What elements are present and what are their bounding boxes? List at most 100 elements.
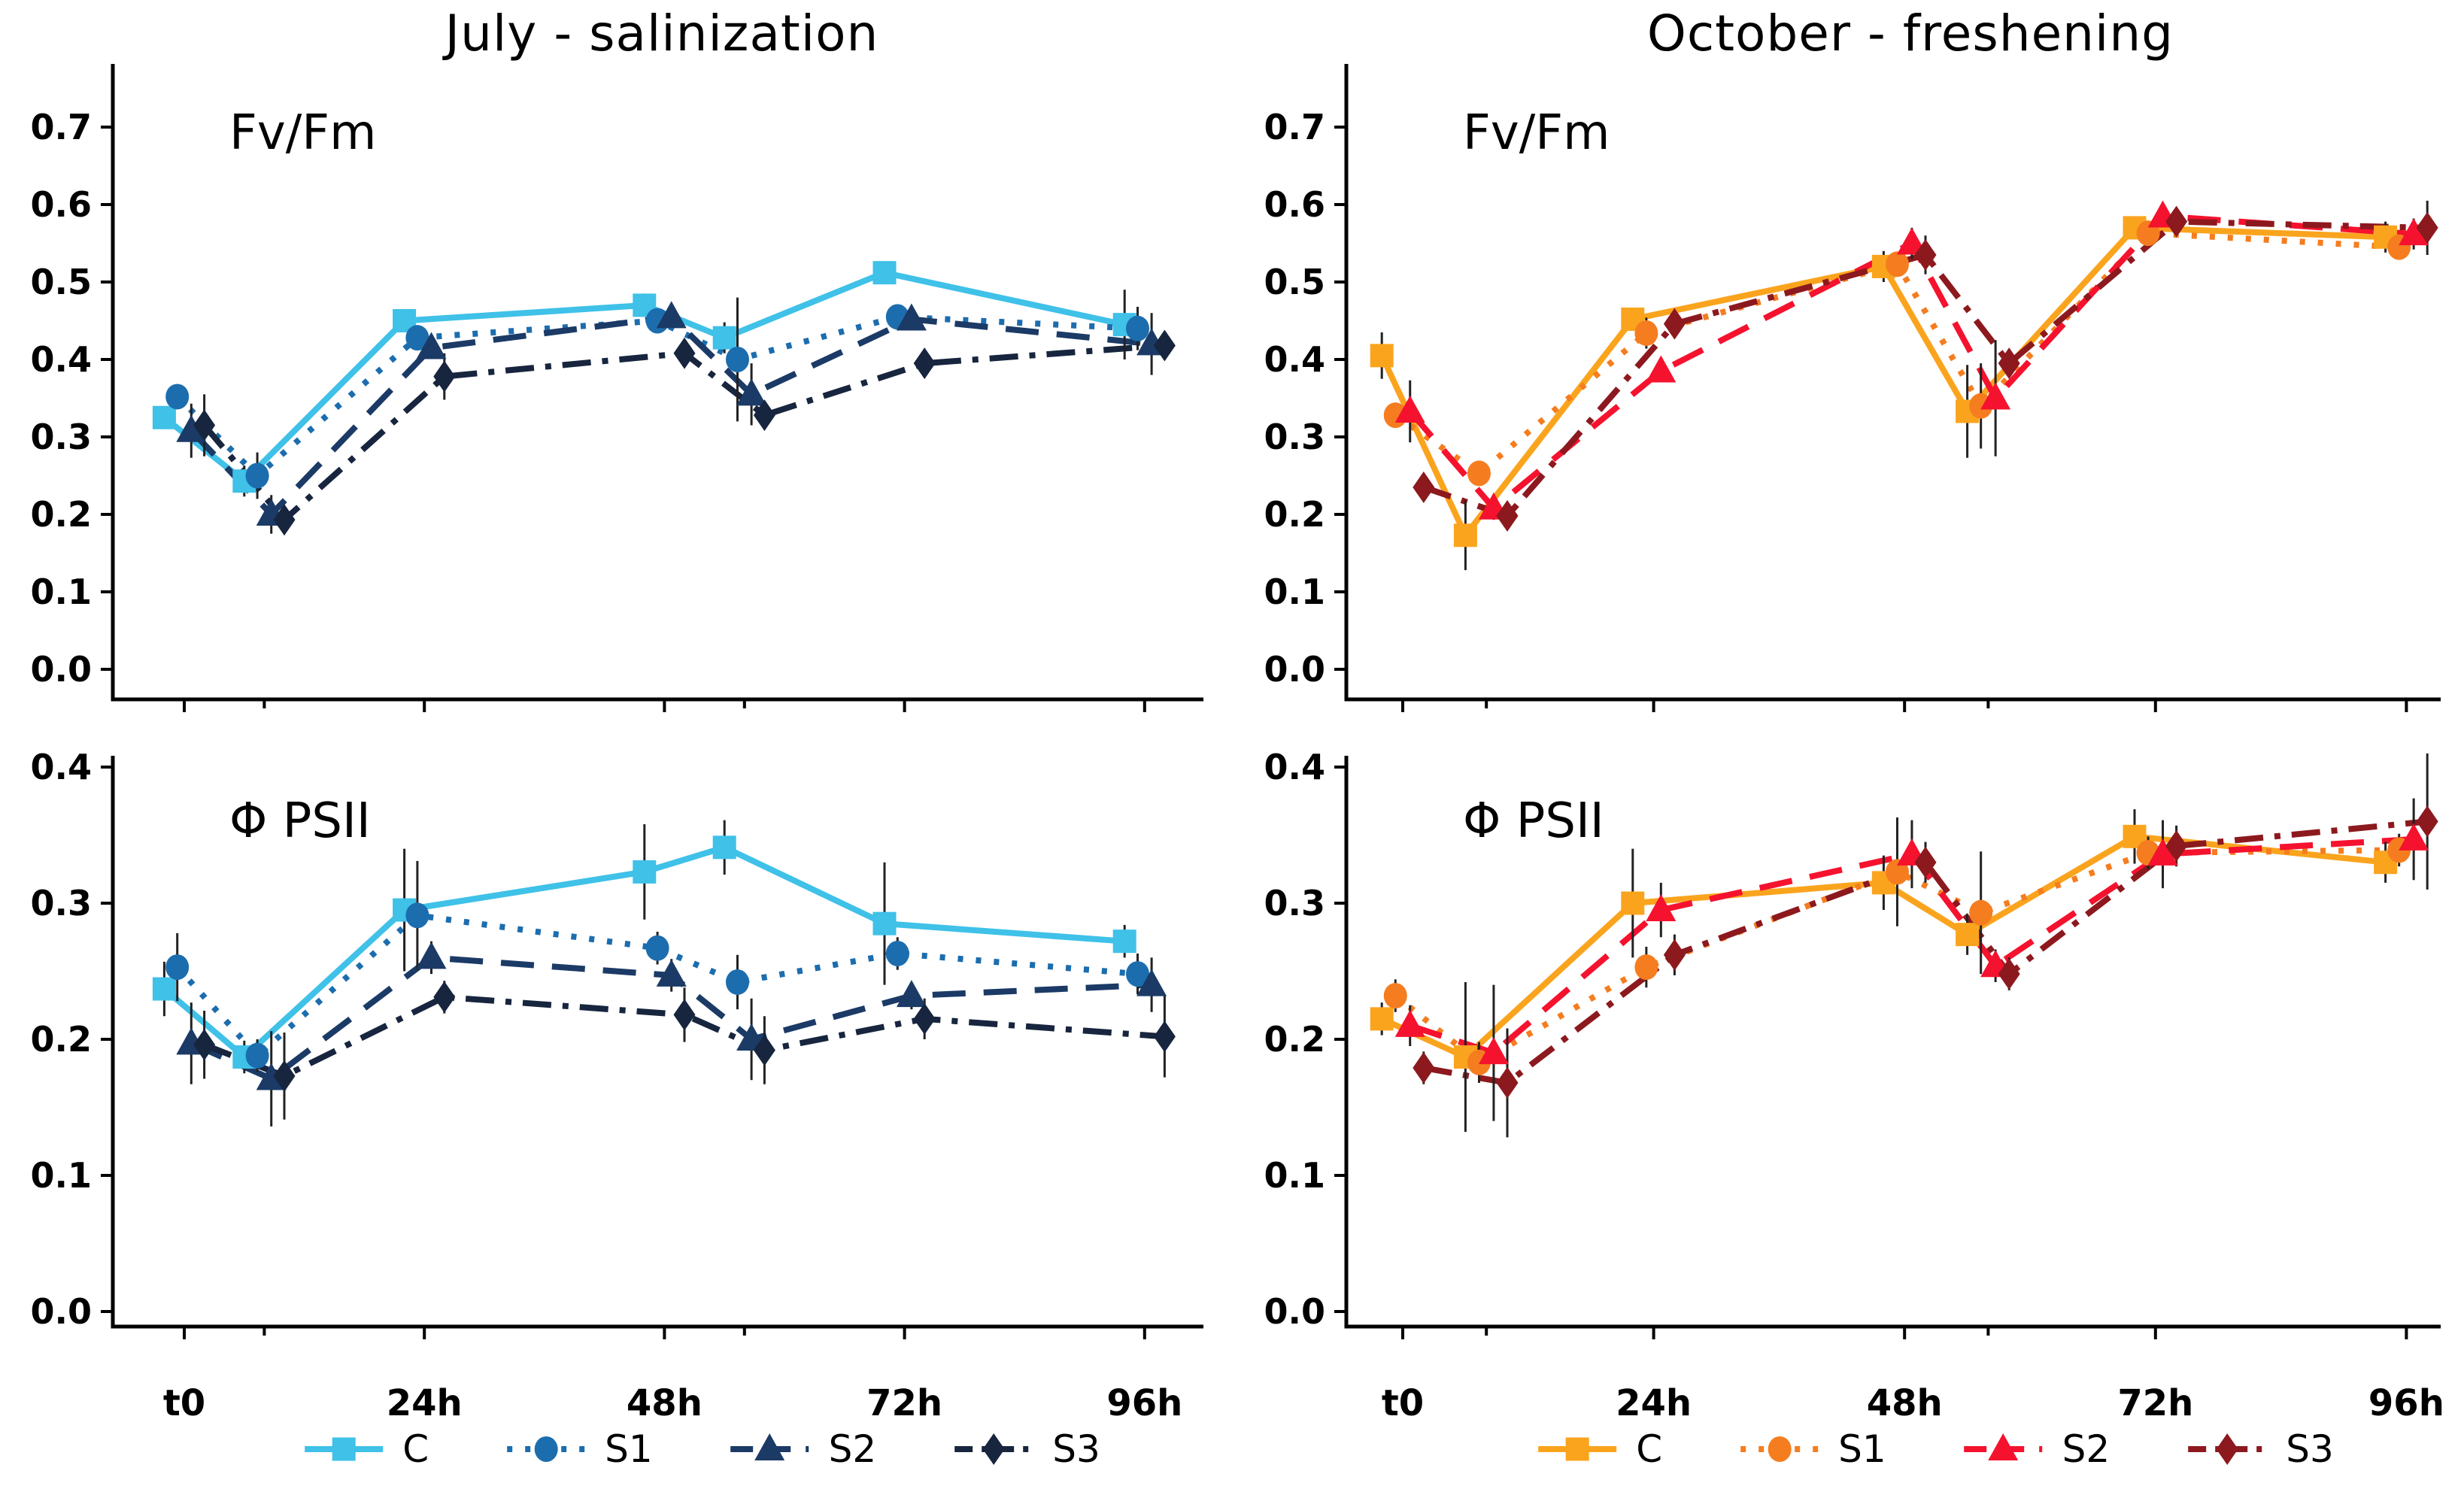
diamond-marker-S3 xyxy=(1998,347,2020,380)
triangle-marker-S2 xyxy=(2399,823,2429,851)
y-tick xyxy=(101,1310,111,1313)
triangle-marker-S2 xyxy=(1394,396,1425,423)
x-tick xyxy=(2405,701,2408,712)
triangle-legend-icon xyxy=(730,1433,809,1460)
triangle-marker-S2 xyxy=(1980,382,2011,410)
circle-marker-S1 xyxy=(245,1042,269,1069)
legend-october: C S1 S2 S3 xyxy=(1532,1425,2334,1473)
legend-label-S1: S1 xyxy=(1838,1427,1886,1471)
y-tick xyxy=(1334,513,1345,516)
circle-marker-S1 xyxy=(1467,460,1491,487)
x-tick-label: 48h xyxy=(1867,1382,1943,1424)
circle-marker-S1 xyxy=(165,384,190,410)
y-tick xyxy=(1334,203,1345,206)
y-tick-label: 0.5 xyxy=(31,262,93,302)
x-tick xyxy=(2153,701,2157,712)
y-tick-label: 0.7 xyxy=(31,107,93,147)
diamond-marker-S3 xyxy=(913,347,936,380)
x-minor-tick xyxy=(1485,701,1488,708)
y-tick-label: 0.1 xyxy=(31,572,93,612)
y-tick xyxy=(1334,766,1345,769)
series-line-S1 xyxy=(174,314,1138,480)
triangle-marker-S2 xyxy=(1478,1037,1509,1065)
legend-label-S3: S3 xyxy=(2286,1427,2334,1471)
x-tick xyxy=(2153,1328,2157,1339)
x-minor-tick xyxy=(742,701,746,708)
title-october: October - freshening xyxy=(1646,5,2174,62)
circle-marker-S1 xyxy=(245,462,269,489)
panel-label-october-fvfm: Fv/Fm xyxy=(1463,105,1610,161)
x-tick xyxy=(2405,1328,2408,1339)
x-tick xyxy=(663,1328,666,1339)
circle-marker-S1 xyxy=(725,969,749,995)
diamond-marker-S3 xyxy=(2165,205,2188,238)
y-tick xyxy=(1334,281,1345,284)
square-marker-C xyxy=(1956,923,1980,947)
circle-marker-S1 xyxy=(1885,859,1909,885)
circle-marker-S1 xyxy=(1125,961,1149,987)
y-tick xyxy=(1334,902,1345,905)
title-july: July - salinization xyxy=(445,5,879,62)
circle-legend-marker xyxy=(534,1436,558,1462)
diamond-marker-S3 xyxy=(193,409,216,441)
y-tick xyxy=(1334,1174,1345,1177)
legend-label-S1: S1 xyxy=(605,1427,653,1471)
diamond-marker-S3 xyxy=(1153,1020,1176,1053)
x-tick-label: 48h xyxy=(627,1382,702,1424)
y-tick xyxy=(101,766,111,769)
diamond-marker-S3 xyxy=(673,999,696,1031)
square-marker-C xyxy=(1370,344,1394,368)
diamond-marker-S3 xyxy=(673,337,696,369)
diamond-marker-S3 xyxy=(1496,500,1519,532)
x-tick xyxy=(1652,701,1655,712)
square-marker-C xyxy=(712,326,736,350)
x-tick xyxy=(903,1328,906,1339)
legend-item-S2: S2 xyxy=(1959,1425,2110,1473)
x-minor-tick xyxy=(1986,1328,1990,1336)
x-tick-label: t0 xyxy=(1382,1382,1424,1424)
legend-label-C: C xyxy=(402,1427,429,1471)
square-marker-C xyxy=(1112,929,1136,954)
diamond-marker-S3 xyxy=(433,360,456,393)
y-tick-label: 0.4 xyxy=(31,339,93,380)
square-marker-C xyxy=(152,405,176,429)
diamond-marker-S3 xyxy=(913,1002,936,1035)
y-tick-label: 0.3 xyxy=(1264,883,1326,923)
x-tick-label: 24h xyxy=(387,1382,463,1424)
y-tick-label: 0.0 xyxy=(31,649,93,690)
x-minor-tick xyxy=(1986,701,1990,708)
square-legend-icon xyxy=(1538,1437,1617,1461)
diamond-marker-S3 xyxy=(1663,308,1686,340)
y-tick-label: 0.0 xyxy=(31,1291,93,1332)
circle-marker-S1 xyxy=(1969,899,1993,926)
x-tick-label: 72h xyxy=(2117,1382,2193,1424)
square-marker-C xyxy=(1370,1007,1394,1031)
diamond-marker-S3 xyxy=(1413,471,1435,503)
square-legend-marker xyxy=(332,1437,356,1461)
triangle-marker-S2 xyxy=(656,959,687,987)
x-tick xyxy=(1903,1328,1907,1339)
panel-july-fvfm: 0.0 0.1 0.2 0.3 0.4 0.5 0.6 0.7 xyxy=(31,64,1203,712)
x-minor-tick xyxy=(262,701,266,708)
diamond-marker-S3 xyxy=(2416,211,2438,244)
y-tick xyxy=(1334,1310,1345,1313)
triangle-marker-S2 xyxy=(656,301,687,329)
x-tick xyxy=(1652,1328,1655,1339)
circle-marker-S1 xyxy=(1383,983,1407,1009)
x-minor-tick xyxy=(742,1328,746,1336)
triangle-marker-S2 xyxy=(1136,969,1167,996)
x-tick-label: 96h xyxy=(2368,1382,2444,1424)
y-tick-label: 0.4 xyxy=(1264,339,1326,380)
legend-item-S3: S3 xyxy=(948,1425,1100,1473)
y-tick xyxy=(101,1038,111,1041)
x-minor-tick xyxy=(262,1328,266,1336)
y-tick-label: 0.2 xyxy=(1264,1019,1326,1060)
y-tick xyxy=(1334,668,1345,671)
y-tick-label: 0.3 xyxy=(31,883,93,923)
y-tick-label: 0.3 xyxy=(1264,417,1326,457)
panel-july-psii: 0.0 0.1 0.2 0.3 0.4 t0 24h 48h 72h 96h xyxy=(31,747,1203,1424)
y-tick-label: 0.7 xyxy=(1264,107,1326,147)
square-marker-C xyxy=(872,261,897,285)
diamond-legend-icon xyxy=(954,1433,1033,1465)
y-tick-label: 0.2 xyxy=(31,494,93,535)
